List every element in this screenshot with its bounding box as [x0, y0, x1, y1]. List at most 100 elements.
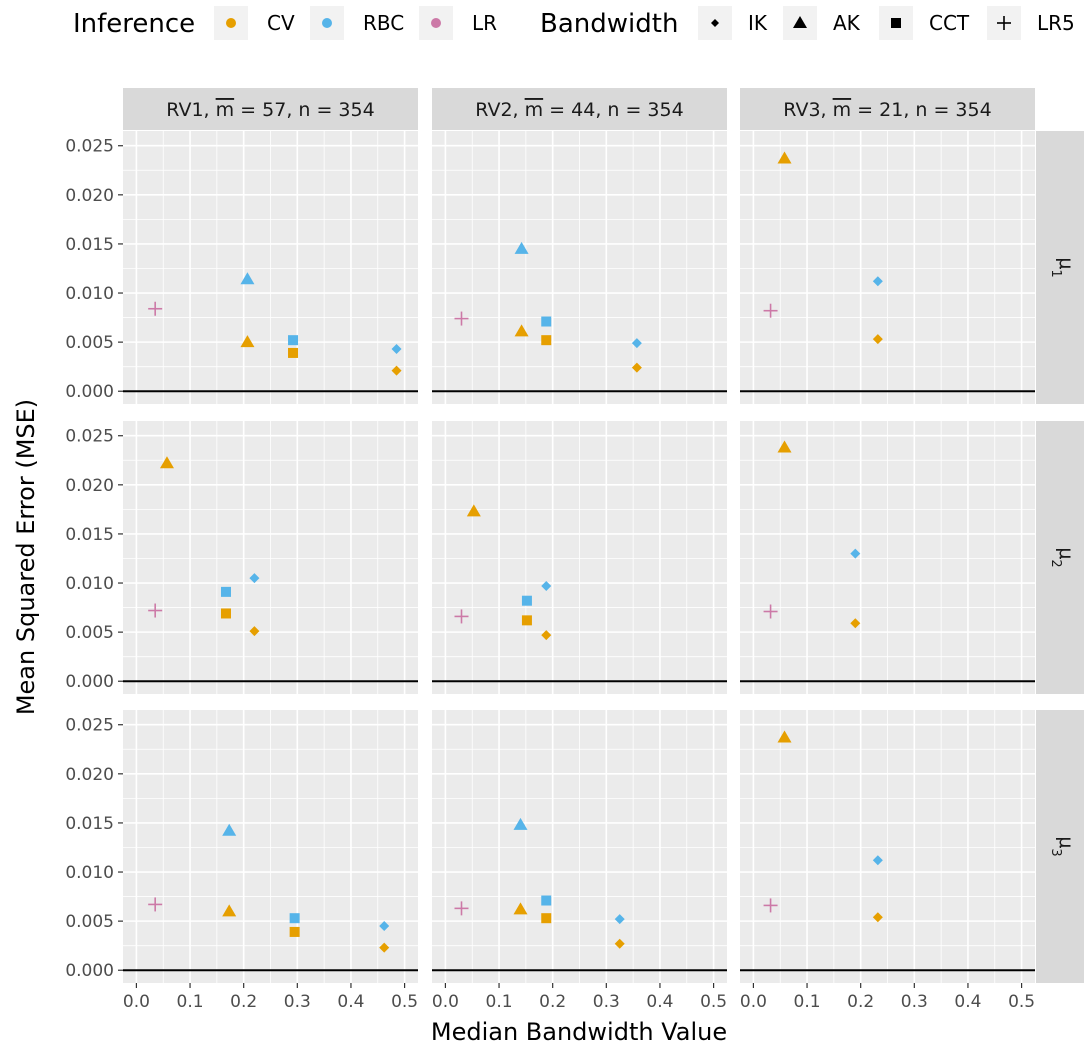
point-RBC-IK — [872, 855, 883, 866]
row-strip-base: μ — [1055, 836, 1077, 848]
row-strip-base: μ — [1055, 257, 1077, 269]
point-CV-CCT — [541, 335, 552, 346]
point-RBC-AK — [222, 823, 237, 836]
row-strip-label: μ1 — [1049, 257, 1078, 277]
column-strip-label: RV1, m = 57, n = 354 — [166, 99, 374, 121]
point-RBC-IK — [872, 276, 883, 287]
row-strip-label: μ2 — [1049, 547, 1078, 567]
row-strip-bg — [1036, 710, 1084, 983]
point-CV-IK — [379, 942, 390, 953]
column-strip-bg — [123, 88, 418, 130]
panel-2-2 — [740, 710, 1035, 983]
y-tick-label: 0.000 — [65, 672, 114, 692]
legend-label-IK: IK — [748, 11, 768, 35]
legend-label-RBC: RBC — [363, 11, 404, 35]
y-tick-label: 0.020 — [65, 765, 114, 785]
point-CV-AK — [777, 730, 792, 743]
point-RBC-CCT — [289, 913, 300, 924]
row-strip-sub: 2 — [1049, 559, 1064, 567]
point-CV-CCT — [541, 913, 552, 924]
legend-shape-CCT — [891, 18, 901, 28]
panel-2-0 — [740, 131, 1035, 404]
x-tick-label: 0.4 — [646, 992, 673, 1012]
legend: Inference CV RBC LR Bandwidth IK AK CCT LR5 — [73, 6, 1075, 40]
y-tick-label: 0.010 — [65, 574, 114, 594]
point-RBC-AK — [514, 241, 529, 254]
x-tick-label: 0.4 — [954, 992, 981, 1012]
x-tick-label: 0.2 — [847, 992, 874, 1012]
point-RBC-AK — [513, 817, 528, 830]
legend-shape-wrap-CCT — [891, 18, 901, 28]
y-tick-label: 0.000 — [65, 961, 114, 981]
y-tick-label: 0.015 — [65, 235, 114, 255]
point-CV-CCT — [220, 608, 231, 619]
row-strip-μ2: μ2 — [1036, 421, 1084, 694]
column-strip-bg — [740, 88, 1035, 130]
column-strip-label: RV3, m = 21, n = 354 — [783, 99, 991, 121]
panel-1-2 — [432, 710, 727, 983]
x-tick-label: 0.3 — [901, 992, 928, 1012]
point-CV-AK — [514, 324, 529, 337]
strip-rv: RV1, — [166, 99, 215, 121]
point-RBC-AK — [240, 272, 255, 285]
panels: RV1, m = 57, n = 354 RV2, m = 44, n = 354… — [123, 88, 1084, 983]
y-tick-label: 0.010 — [65, 284, 114, 304]
point-LR-LR5 — [148, 301, 163, 316]
point-RBC-CCT — [541, 895, 552, 906]
point-LR-LR5 — [763, 604, 778, 619]
legend-shape-wrap-IK — [711, 19, 719, 27]
point-RBC-CCT — [288, 335, 299, 346]
point-RBC-CCT — [521, 595, 532, 606]
column-strip-bg — [432, 88, 727, 130]
x-tick-label: 0.4 — [337, 992, 364, 1012]
row-strip-μ3: μ3 — [1036, 710, 1084, 983]
strip-m-symbol: m — [216, 99, 235, 121]
x-tick-label: 0.5 — [1008, 992, 1035, 1012]
y-tick-label: 0.020 — [65, 476, 114, 496]
point-CV-IK — [872, 912, 883, 923]
point-CV-CCT — [289, 926, 300, 937]
point-LR-LR5 — [148, 897, 163, 912]
x-tick-label: 0.1 — [177, 992, 204, 1012]
legend-dot-LR — [431, 18, 441, 28]
y-tick-label: 0.025 — [65, 716, 114, 736]
point-CV-AK — [777, 440, 792, 453]
point-CV-AK — [240, 335, 255, 348]
legend-label-CCT: CCT — [929, 11, 970, 35]
x-tick-label: 0.0 — [123, 992, 150, 1012]
y-tick-label: 0.020 — [65, 186, 114, 206]
row-strip-sub: 1 — [1049, 269, 1064, 277]
point-LR-LR5 — [763, 303, 778, 318]
row-strip-μ1: μ1 — [1036, 131, 1084, 404]
panel-0-1 — [123, 421, 418, 694]
strip-rv: RV3, — [783, 99, 832, 121]
column-strip-RV3: RV3, m = 21, n = 354 — [740, 88, 1035, 130]
x-tick-label: 0.5 — [391, 992, 418, 1012]
point-RBC-IK — [391, 344, 402, 355]
legend-shape-LR5 — [997, 16, 1011, 30]
x-tick-label: 0.3 — [593, 992, 620, 1012]
y-tick-label: 0.025 — [65, 137, 114, 157]
legend-label-LR5: LR5 — [1037, 11, 1075, 35]
point-RBC-CCT — [541, 316, 552, 327]
y-tick-label: 0.005 — [65, 623, 114, 643]
y-axis-title: Mean Squared Error (MSE) — [12, 399, 40, 715]
legend-dot-CV — [226, 18, 236, 28]
y-tick-label: 0.015 — [65, 814, 114, 834]
point-CV-AK — [777, 151, 792, 164]
x-tick-label: 0.2 — [230, 992, 257, 1012]
panel-1-1 — [432, 421, 727, 694]
y-tick-label: 0.010 — [65, 863, 114, 883]
legend-shape-wrap-AK — [793, 16, 807, 28]
x-tick-label: 0.1 — [486, 992, 513, 1012]
point-RBC-IK — [631, 338, 642, 349]
x-tick-label: 0.5 — [700, 992, 727, 1012]
point-RBC-CCT — [220, 586, 231, 597]
point-RBC-IK — [614, 914, 625, 925]
y-tick-label: 0.015 — [65, 525, 114, 545]
row-strip-bg — [1036, 421, 1084, 694]
column-strip-label: RV2, m = 44, n = 354 — [475, 99, 683, 121]
strip-m-value: = 21, n = 354 — [851, 99, 992, 121]
axes: 0.000 0.005 0.010 0.015 0.020 0.025 0.000 0.005… — [12, 137, 1035, 1046]
strip-rv: RV2, — [475, 99, 524, 121]
